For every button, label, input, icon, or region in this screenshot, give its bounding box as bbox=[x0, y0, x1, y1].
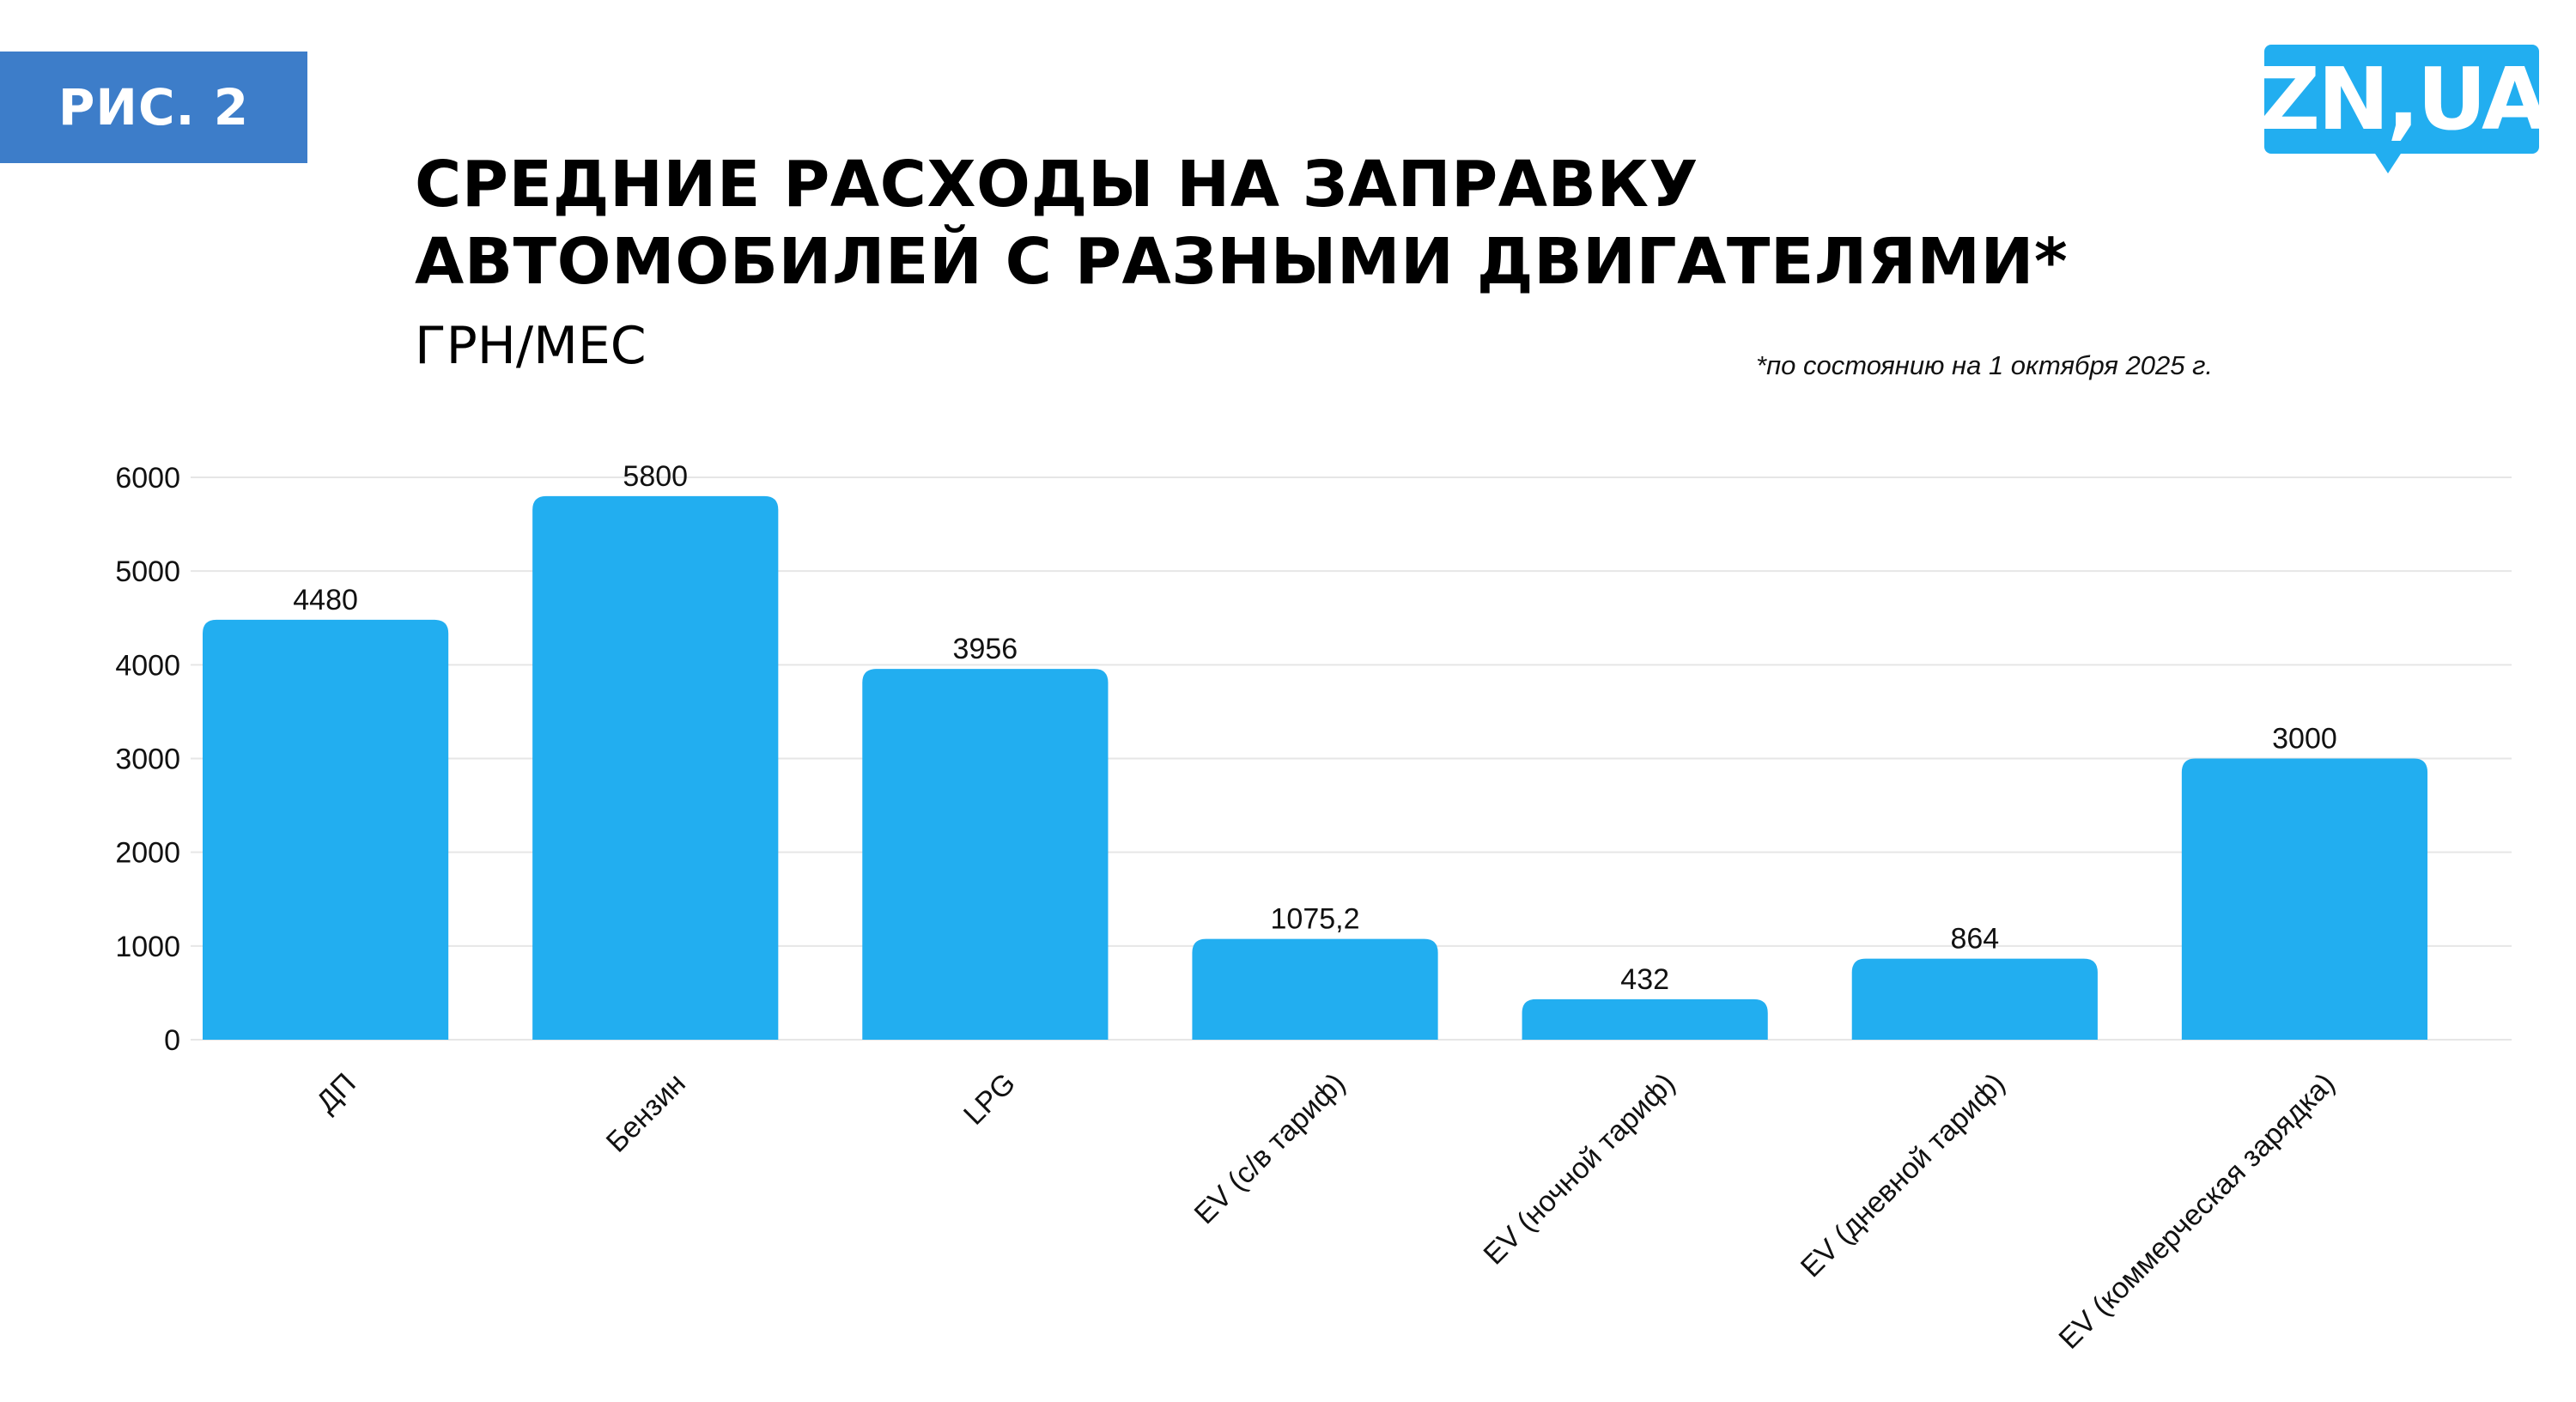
category-labels: ДП Бензин LPG EV (с/в тариф) EV (ночной тари… bbox=[310, 1067, 2341, 1356]
value-label: 1075,2 bbox=[1271, 903, 1360, 936]
category-label: EV (с/в тариф) bbox=[1188, 1067, 1352, 1230]
chart-title-line-2: АВТОМОБИЛЕЙ С РАЗНЫМИ ДВИГАТЕЛЯМИ* bbox=[415, 225, 2069, 299]
category-label: ДП bbox=[310, 1067, 361, 1119]
category-label: EV (коммерческая зарядка) bbox=[2053, 1067, 2342, 1356]
bar bbox=[1522, 998, 1768, 1040]
bar bbox=[1851, 958, 2098, 1040]
bar bbox=[1192, 938, 1438, 1040]
y-tick-label: 4000 bbox=[115, 649, 180, 682]
y-tick-label: 3000 bbox=[115, 743, 180, 776]
bar bbox=[532, 495, 779, 1040]
value-labels: 4480 5800 3956 1075,2 432 864 3000 bbox=[293, 460, 2336, 996]
value-label: 3956 bbox=[953, 633, 1018, 665]
category-label: EV (дневной тариф) bbox=[1795, 1067, 2012, 1284]
category-label: Бензин bbox=[600, 1067, 692, 1159]
y-tick-label: 2000 bbox=[115, 837, 180, 870]
value-label: 5800 bbox=[623, 460, 688, 493]
logo-speech-tail bbox=[2366, 139, 2410, 173]
value-label: 864 bbox=[1950, 923, 1999, 956]
y-axis: 0 1000 2000 3000 4000 5000 6000 bbox=[115, 462, 180, 1057]
bars bbox=[203, 495, 2428, 1040]
bar bbox=[2181, 758, 2428, 1040]
y-tick-label: 5000 bbox=[115, 555, 180, 588]
chart-title: СРЕДНИЕ РАСХОДЫ НА ЗАПРАВКУ АВТОМОБИЛЕЙ … bbox=[415, 146, 2068, 300]
value-label: 3000 bbox=[2272, 723, 2337, 756]
y-tick-label: 0 bbox=[164, 1024, 180, 1057]
value-label: 432 bbox=[1620, 963, 1669, 996]
category-label: LPG bbox=[957, 1067, 1022, 1132]
figure-badge: РИС. 2 bbox=[0, 52, 307, 163]
value-label: 4480 bbox=[293, 584, 358, 616]
bar bbox=[203, 619, 449, 1040]
logo-text: ZN,UA bbox=[2257, 49, 2549, 149]
y-tick-label: 1000 bbox=[115, 931, 180, 963]
chart-title-line-1: СРЕДНИЕ РАСХОДЫ НА ЗАПРАВКУ bbox=[415, 148, 1698, 222]
category-label: EV (ночной тариф) bbox=[1478, 1067, 1682, 1272]
footnote: *по состоянию на 1 октября 2025 г. bbox=[1756, 350, 2214, 380]
chart-subtitle: ГРН/МЕС bbox=[415, 316, 647, 376]
bar bbox=[862, 669, 1109, 1040]
y-tick-label: 6000 bbox=[115, 462, 180, 495]
zn-ua-logo: ZN,UA bbox=[2257, 45, 2549, 173]
logo-box bbox=[2264, 45, 2539, 154]
